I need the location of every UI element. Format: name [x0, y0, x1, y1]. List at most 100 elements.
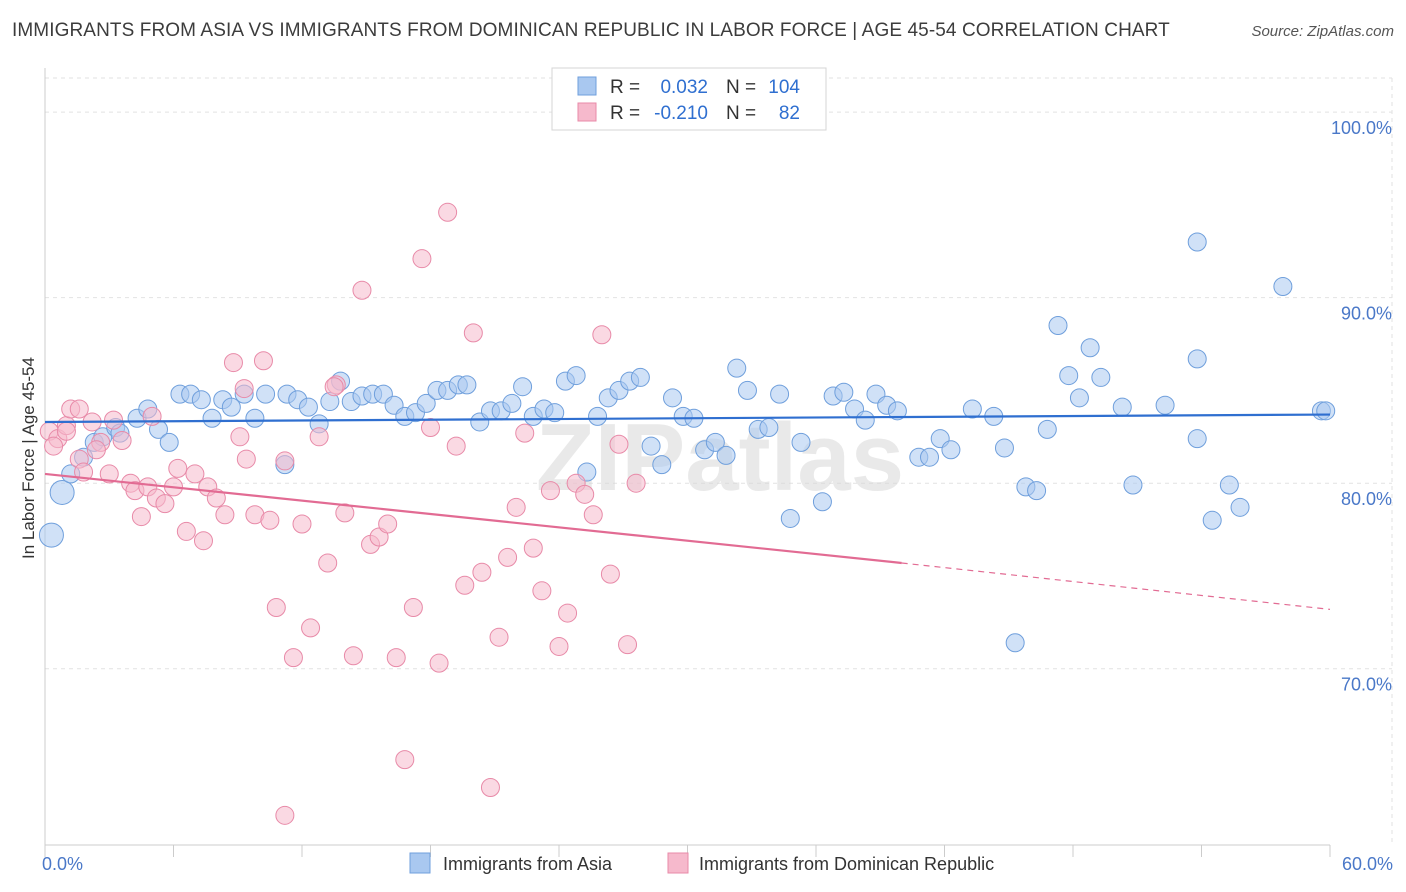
dominican-point-39 [335, 503, 355, 523]
dominican-point-35 [301, 618, 321, 638]
dominican-point-73 [626, 473, 646, 493]
dominican-point-72 [618, 635, 638, 655]
dominican-point-51 [438, 202, 458, 222]
asia-point-88 [1027, 481, 1047, 501]
asia-trend-line [44, 413, 1331, 424]
series-legend-label-0: Immigrants from Asia [443, 854, 613, 874]
dominican-point-33 [283, 648, 303, 668]
dominican-point-50 [429, 653, 449, 673]
asia-point-67 [759, 418, 779, 438]
dominican-point-10 [112, 431, 132, 451]
dominican-point-37 [318, 553, 338, 573]
asia-point-85 [994, 438, 1014, 458]
dominican-point-46 [395, 750, 415, 770]
asia-point-68 [770, 384, 790, 404]
asia-point-80 [920, 447, 940, 467]
dominican-point-40 [343, 646, 363, 666]
asia-point-99 [1187, 429, 1207, 449]
asia-point-106 [1316, 401, 1336, 421]
asia-point-0 [38, 522, 64, 548]
x-tick-label-0: 0.0% [42, 854, 83, 874]
asia-point-43 [502, 393, 522, 413]
legend-n-label-0: N = [726, 77, 756, 98]
asia-point-57 [652, 455, 672, 475]
asia-point-102 [1219, 475, 1239, 495]
dominican-point-32 [275, 451, 295, 471]
dominican-point-29 [253, 351, 273, 371]
asia-point-62 [705, 432, 725, 452]
asia-point-90 [1048, 315, 1068, 335]
y-tick-label-2: 80.0% [1341, 489, 1392, 509]
dominican-trend-line [44, 472, 902, 565]
legend-r-label-0: R = [610, 77, 640, 98]
y-axis-title: In Labor Force | Age 45-54 [19, 357, 38, 559]
dominican-point-58 [498, 547, 518, 567]
dominican-point-25 [223, 353, 243, 373]
asia-point-89 [1037, 419, 1057, 439]
asia-point-56 [641, 436, 661, 456]
dominican-point-23 [206, 488, 226, 508]
dominican-trend-extension [901, 562, 1331, 610]
asia-point-83 [962, 399, 982, 419]
asia-point-19 [245, 408, 265, 428]
dominican-point-62 [532, 581, 552, 601]
dominican-point-77 [86, 440, 106, 460]
dominican-point-56 [480, 777, 500, 797]
asia-point-92 [1069, 388, 1089, 408]
dominican-point-63 [540, 481, 560, 501]
asia-point-70 [791, 432, 811, 452]
dominican-point-69 [592, 325, 612, 345]
dominican-point-64 [549, 636, 569, 656]
dominican-point-52 [446, 436, 466, 456]
dominican-point-31 [266, 598, 286, 618]
dominican-point-8 [99, 464, 119, 484]
dominican-point-78 [275, 805, 295, 825]
legend-r-value-1: -0.210 [654, 103, 708, 124]
dominican-point-41 [352, 280, 372, 300]
dominican-point-45 [386, 648, 406, 668]
asia-point-39 [457, 375, 477, 395]
legend-swatch-1 [577, 102, 597, 122]
asia-point-51 [588, 406, 608, 426]
asia-point-44 [513, 377, 533, 397]
y-axis-labels: 100.0% 90.0% 80.0% 70.0% [1331, 118, 1392, 695]
dominican-point-16 [155, 494, 175, 514]
dominican-point-61 [523, 538, 543, 558]
chart-title: IMMIGRANTS FROM ASIA VS IMMIGRANTS FROM … [12, 20, 1170, 41]
asia-point-24 [298, 397, 318, 417]
dominican-point-24 [215, 505, 235, 525]
dominican-point-55 [472, 562, 492, 582]
dominican-point-49 [421, 418, 440, 438]
asia-point-75 [855, 410, 875, 430]
asia-point-58 [663, 388, 683, 408]
asia-point-86 [1005, 633, 1025, 653]
dominican-point-18 [168, 458, 188, 478]
dominican-point-19 [176, 521, 196, 541]
dominican-point-9 [104, 410, 124, 430]
dominican-point-80 [44, 436, 64, 456]
dominican-point-74 [324, 377, 344, 397]
dominican-point-65 [558, 603, 578, 623]
asia-point-65 [737, 380, 757, 400]
trend-lines [44, 413, 1331, 610]
dominican-point-44 [378, 514, 398, 534]
asia-point-78 [887, 401, 907, 421]
dominican-point-59 [506, 497, 526, 517]
axes [44, 68, 1331, 857]
asia-point-11 [159, 432, 179, 452]
asia-point-98 [1187, 349, 1207, 369]
legend-n-label-1: N = [726, 103, 756, 124]
dominican-point-30 [260, 510, 280, 530]
asia-point-100 [1187, 232, 1207, 252]
asia-point-1 [49, 479, 75, 505]
asia-point-104 [1273, 277, 1293, 297]
dominican-point-48 [412, 249, 432, 269]
dominican-point-13 [131, 507, 151, 527]
asia-point-95 [1112, 397, 1132, 417]
asia-point-94 [1091, 367, 1111, 387]
asia-point-73 [834, 382, 854, 402]
asia-point-97 [1155, 395, 1175, 415]
asia-point-47 [545, 403, 565, 423]
series-legend: Immigrants from Asia Immigrants from Domi… [409, 852, 994, 874]
